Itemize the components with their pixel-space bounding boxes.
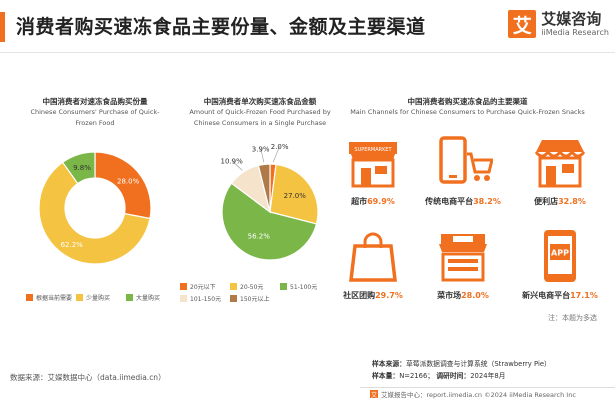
amount-label-0: 2.0%: [271, 143, 289, 151]
survey-time-value: 2024年8月: [470, 372, 506, 380]
multi-choice-note: 注：本题为多选: [548, 314, 597, 322]
amount-legend-item-4: 150元以上: [230, 294, 280, 303]
portion-legend-swatch-1: [76, 294, 83, 301]
page-title: 消费者购买速冻食品主要份量、金额及主要渠道: [16, 16, 426, 38]
portion-label-2: 9.8%: [73, 164, 91, 172]
title-accent-bar: [0, 12, 5, 42]
supermarket-icon: SUPERMARKET: [349, 142, 397, 188]
amount-legend-swatch-3: [180, 295, 187, 302]
sample-info: 样本来源：草莓派数据调查与计算系统（Strawberry Pie） 样本量：N=…: [372, 358, 551, 382]
footer-divider: [360, 387, 615, 388]
amount-label-3: 10.9%: [221, 157, 244, 165]
amount-chart-title: 中国消费者单次购买速冻食品金额: [203, 97, 317, 106]
app-phone-icon: APP: [544, 230, 576, 282]
portion-legend-swatch-2: [126, 294, 133, 301]
amount-legend-swatch-4: [230, 295, 237, 302]
amount-legend-label-0: 20元以下: [190, 284, 216, 291]
logo-en-text: iiMedia Research: [541, 27, 609, 37]
amount-legend-item-0: 20元以下: [180, 282, 230, 291]
channel-item-emerging-ecommerce: APP 新兴电商平台17.1%: [510, 226, 610, 301]
sample-size-label: 样本量：: [372, 372, 400, 380]
channel-value: 32.8%: [558, 197, 586, 206]
amount-legend-item-3: 101-150元: [180, 294, 230, 303]
header-divider: [0, 52, 615, 53]
channel-item-ecommerce: 传统电商平台38.2%: [413, 132, 513, 207]
portion-chart-header: 中国消费者对速冻食品购买份量 Chinese Consumers' Purcha…: [20, 96, 170, 129]
supermarket-sign-text: SUPERMARKET: [354, 147, 392, 153]
amount-legend-label-4: 150元以上: [240, 296, 270, 303]
amount-chart-subtitle: Amount of Quick-Frozen Food Purchased by…: [189, 108, 331, 127]
portion-chart-legend: 根据当前需要 少量购买 大量购买: [26, 293, 176, 305]
channel-item-community-group-buying: 社区团购29.7%: [323, 226, 423, 301]
app-icon-text: APP: [551, 249, 569, 258]
channel-value: 38.2%: [473, 197, 501, 206]
portion-legend-label-1: 少量购买: [86, 295, 111, 302]
portion-slice-2: [61, 151, 96, 185]
channel-chart-header: 中国消费者购买速冻食品的主要渠道 Main Channels for Chine…: [330, 96, 605, 118]
channel-chart-subtitle: Main Channels for Chinese Consumers to P…: [350, 108, 585, 116]
data-source: 数据来源：艾媒数据中心（data.iimedia.cn）: [10, 373, 166, 382]
amount-legend-swatch-0: [180, 283, 187, 290]
amount-chart-legend: 20元以下 20-50元 51-100元 101-150元 150元以上: [180, 282, 330, 306]
phone-cart-icon: [439, 136, 493, 184]
amount-slice-1: [269, 163, 319, 225]
portion-legend-label-0: 根据当前需要: [36, 295, 73, 302]
portion-legend-label-2: 大量购买: [136, 295, 161, 302]
portion-legend-swatch-0: [26, 294, 33, 301]
channel-name: 菜市场: [437, 291, 462, 300]
portion-slice-1: [38, 161, 151, 265]
sample-source-label: 样本来源：: [372, 360, 406, 368]
portion-label-1: 62.2%: [61, 241, 84, 249]
amount-legend-swatch-2: [280, 283, 287, 290]
convenience-store-icon: [534, 140, 586, 188]
amount-legend-item-2: 51-100元: [280, 282, 330, 291]
amount-legend-label-1: 20-50元: [240, 284, 264, 291]
channel-name: 新兴电商平台: [522, 291, 571, 300]
amount-legend-item-1: 20-50元: [230, 282, 280, 291]
logo-cn-text: 艾媒咨询: [541, 9, 602, 28]
amount-slice-2: [221, 182, 318, 261]
channel-name: 超市: [351, 197, 368, 206]
amount-pie-chart: 2.0% 27.0% 56.2% 10.9% 3.9%: [221, 143, 319, 261]
survey-time-label: 调研时间：: [436, 372, 471, 380]
footer: 艾 艾媒报告中心：report.iimedia.cn ©2024 iiMedia…: [370, 389, 576, 399]
portion-chart-subtitle: Chinese Consumers' Purchase of Quick-Fro…: [30, 108, 160, 127]
portion-chart-title: 中国消费者对速冻食品购买份量: [42, 97, 148, 106]
footer-logo-mark: 艾: [370, 390, 378, 399]
market-icon: [439, 234, 487, 282]
channel-value: 28.0%: [461, 291, 489, 300]
amount-label-4: 3.9%: [252, 145, 270, 153]
logo-mark: 艾: [508, 10, 537, 38]
amount-slice-4: [257, 163, 271, 213]
amount-chart-header: 中国消费者单次购买速冻食品金额 Amount of Quick-Frozen F…: [178, 96, 342, 129]
channel-chart-title: 中国消费者购买速冻食品的主要渠道: [407, 97, 528, 106]
channel-item-supermarket: SUPERMARKET 超市69.9%: [323, 132, 423, 207]
sample-source-value: 草莓派数据调查与计算系统（Strawberry Pie）: [405, 360, 551, 368]
channel-value: 17.1%: [570, 291, 598, 300]
footer-text: 艾媒报告中心：report.iimedia.cn ©2024 iiMedia R…: [381, 391, 576, 399]
amount-legend-label-3: 101-150元: [190, 296, 222, 303]
shopping-bag-icon: [349, 232, 397, 282]
amount-label-1: 27.0%: [284, 192, 307, 200]
amount-legend-swatch-1: [230, 283, 237, 290]
portion-donut-chart: 28.0% 62.2% 9.8%: [38, 151, 152, 265]
amount-leader-3: [231, 160, 243, 171]
channel-item-convenience-store: 便利店32.8%: [510, 132, 610, 207]
portion-label-0: 28.0%: [117, 178, 140, 186]
channel-name: 社区团购: [343, 291, 376, 300]
channel-item-market: 菜市场28.0%: [413, 226, 513, 301]
portion-legend-item-2: 大量购买: [126, 293, 176, 302]
amount-label-2: 56.2%: [248, 232, 271, 240]
amount-leader-4: [260, 148, 265, 163]
amount-leader-0: [272, 146, 280, 163]
portion-legend-item-0: 根据当前需要: [26, 293, 76, 302]
amount-legend-label-2: 51-100元: [290, 284, 318, 291]
sample-size-value: N=2166；: [399, 372, 435, 380]
channel-name: 传统电商平台: [425, 197, 474, 206]
channel-value: 69.9%: [367, 197, 395, 206]
channel-name: 便利店: [534, 197, 559, 206]
portion-legend-item-1: 少量购买: [76, 293, 126, 302]
channel-value: 29.7%: [375, 291, 403, 300]
iimedia-logo: 艾 艾媒咨询 iiMedia Research: [508, 10, 609, 38]
